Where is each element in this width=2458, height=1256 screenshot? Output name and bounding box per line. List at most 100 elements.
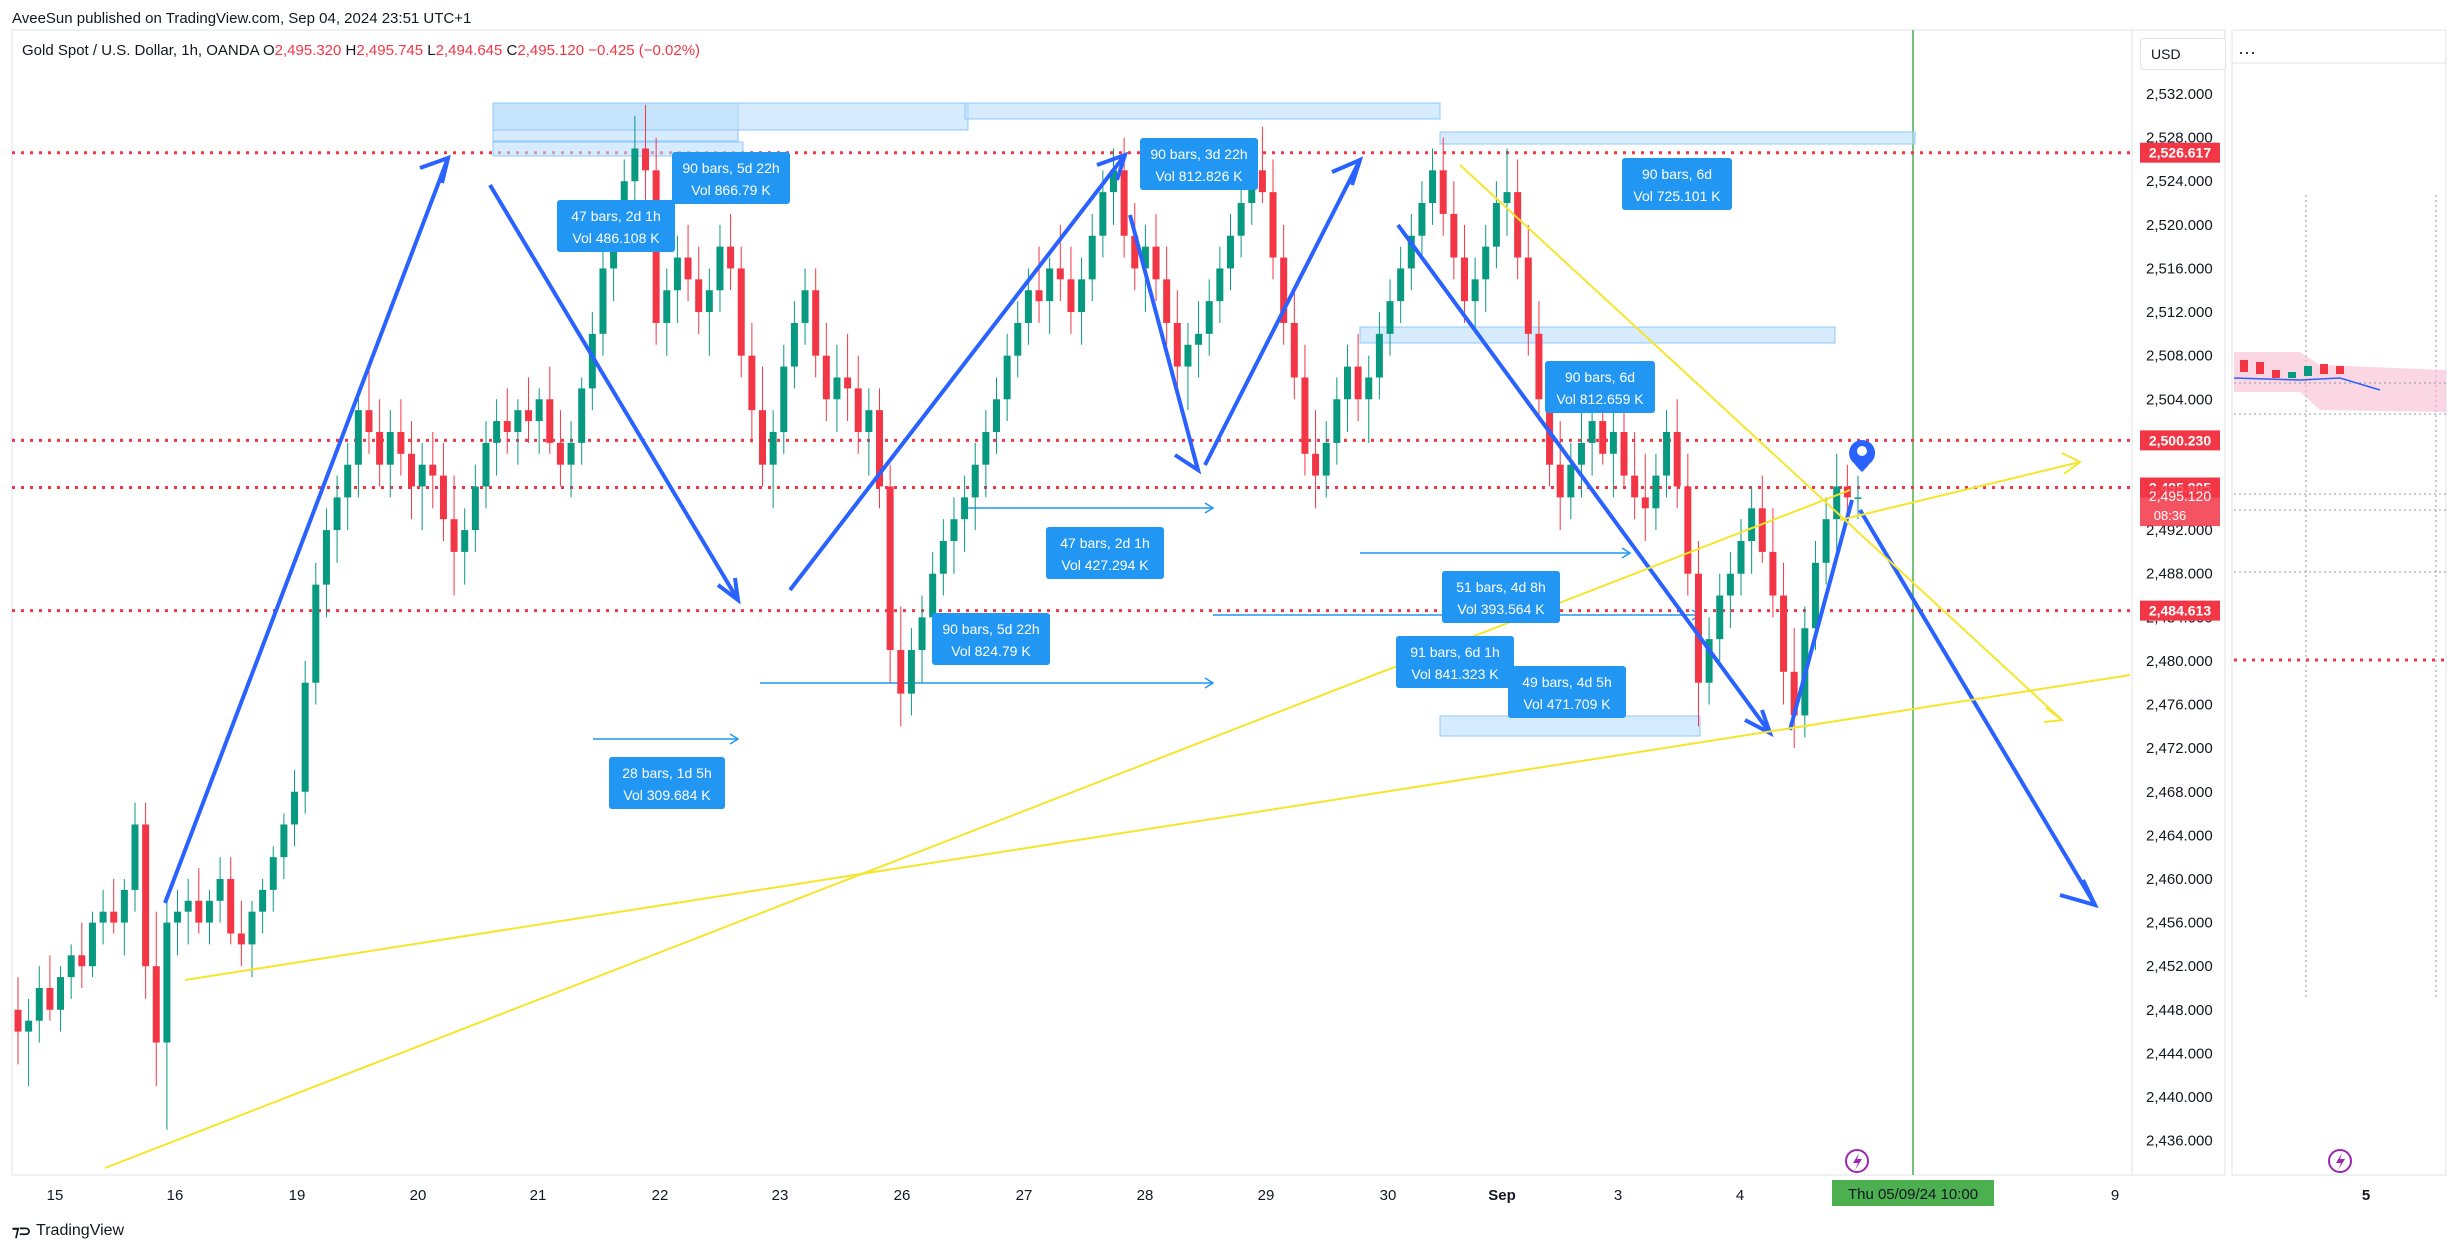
- candle-body: [1258, 170, 1266, 193]
- mini-x-tick-label: 5: [2362, 1187, 2370, 1204]
- yellow-arrow-head: [2043, 707, 2065, 723]
- candle-body: [514, 410, 522, 432]
- candle-body: [269, 857, 277, 890]
- lightning-event-icon: [2328, 1149, 2352, 1173]
- candle-body: [1503, 192, 1511, 204]
- candle-body: [1429, 170, 1437, 204]
- candle-body: [35, 988, 43, 1021]
- arrow-head: [1331, 156, 1364, 186]
- candle-body: [1588, 421, 1596, 443]
- candle-body: [578, 388, 586, 443]
- measure-range-box: [964, 102, 1441, 120]
- price-tag-box: [2140, 142, 2220, 163]
- x-tick-label: 26: [894, 1187, 911, 1204]
- plot-frame: [11, 29, 2226, 1176]
- candle-body: [1375, 333, 1383, 378]
- candle-body: [1854, 497, 1862, 499]
- candle-body: [769, 431, 777, 465]
- candle-body: [1301, 377, 1309, 454]
- mini-candle: [2240, 360, 2248, 372]
- y-tick-label: 2,440.000: [2146, 1089, 2213, 1106]
- yellow-trend-line: [1839, 461, 2081, 521]
- candle-body: [525, 410, 533, 422]
- more-options-button[interactable]: ···: [2238, 42, 2256, 62]
- impulse-down-line: [1128, 214, 1200, 471]
- mini-panel-frame: [2231, 29, 2447, 1176]
- candle-body: [1492, 203, 1500, 247]
- symbol-name[interactable]: Gold Spot / U.S. Dollar, 1h, OANDA: [22, 42, 259, 59]
- candle-body: [801, 290, 809, 323]
- candle-body: [1556, 464, 1564, 498]
- y-tick-label: 2,504.000: [2146, 391, 2213, 408]
- y-tick-label: 2,492.000: [2146, 522, 2213, 539]
- measure-range-box: [1439, 131, 1916, 145]
- measure-label-line1: 47 bars, 2d 1h: [571, 208, 661, 224]
- candle-body: [471, 486, 479, 531]
- candle-body: [790, 322, 798, 367]
- open-label: O: [262, 42, 275, 59]
- candle-body: [1386, 301, 1394, 334]
- x-tick-label: 28: [1137, 1187, 1154, 1204]
- price-tag-label: 2,526.617: [2149, 145, 2211, 161]
- candle-body: [503, 421, 511, 432]
- location-pin-icon: [1850, 440, 1874, 472]
- candle-body: [25, 1020, 33, 1032]
- candle-body: [354, 410, 362, 465]
- candle-body: [1450, 213, 1458, 258]
- candle-body: [1078, 279, 1086, 313]
- candle-body: [1599, 421, 1607, 454]
- candle-body: [1694, 573, 1702, 683]
- candle-body: [844, 377, 852, 389]
- y-tick-label: 2,460.000: [2146, 871, 2213, 888]
- candle-body: [1620, 431, 1628, 476]
- candle-body: [1684, 486, 1692, 574]
- candle-body: [1471, 279, 1479, 302]
- currency-selector[interactable]: USD: [2140, 38, 2226, 70]
- candle-body: [1035, 290, 1043, 302]
- measure-range-box: [1359, 326, 1836, 344]
- measure-label-line2: Vol 866.79 K: [691, 182, 771, 198]
- candle-body: [1407, 235, 1415, 269]
- arrow-head: [1744, 709, 1774, 738]
- x-tick-label: 29: [1258, 1187, 1275, 1204]
- candle-body: [248, 911, 256, 945]
- candle-body: [1173, 322, 1181, 367]
- candle-body: [1641, 497, 1649, 509]
- candle-body: [1758, 508, 1766, 552]
- candle-body: [46, 988, 54, 1010]
- y-tick-label: 2,520.000: [2146, 217, 2213, 234]
- footer-brand[interactable]: ⁊⊃ TradingView: [12, 1222, 124, 1240]
- candle-body: [854, 388, 862, 432]
- lightning-bolt-icon: [1853, 1153, 1862, 1170]
- candle-body: [992, 399, 1000, 432]
- candle-body: [1567, 464, 1575, 498]
- measure-label-line2: Vol 812.826 K: [1155, 168, 1243, 184]
- measure-label-line2: Vol 812.659 K: [1556, 391, 1644, 407]
- y-tick-label: 2,528.000: [2146, 130, 2213, 147]
- close-value: 2,495.120: [517, 42, 585, 59]
- candle-body: [1333, 399, 1341, 443]
- candle-body: [301, 682, 309, 792]
- candle-body: [982, 431, 990, 465]
- candle-body: [174, 911, 182, 923]
- candle-body: [556, 442, 564, 465]
- candle-body: [67, 955, 75, 978]
- mini-candle: [2320, 364, 2328, 374]
- candle-body: [1811, 562, 1819, 629]
- candle-body: [1790, 671, 1798, 716]
- y-tick-label: 2,456.000: [2146, 915, 2213, 932]
- candle-body: [1705, 639, 1713, 683]
- candle-body: [918, 617, 926, 651]
- candle-body: [1195, 333, 1203, 345]
- candle-body: [482, 442, 490, 487]
- candle-body: [1269, 192, 1277, 258]
- measure-label-line2: Vol 841.323 K: [1411, 666, 1499, 682]
- candle-body: [1631, 475, 1639, 498]
- yellow-trend-line: [104, 489, 1851, 1169]
- candle-body: [1290, 322, 1298, 378]
- candle-body: [397, 431, 405, 454]
- candle-body: [1024, 290, 1032, 323]
- measure-label-line2: Vol 824.79 K: [951, 643, 1031, 659]
- measure-range-box: [492, 102, 969, 131]
